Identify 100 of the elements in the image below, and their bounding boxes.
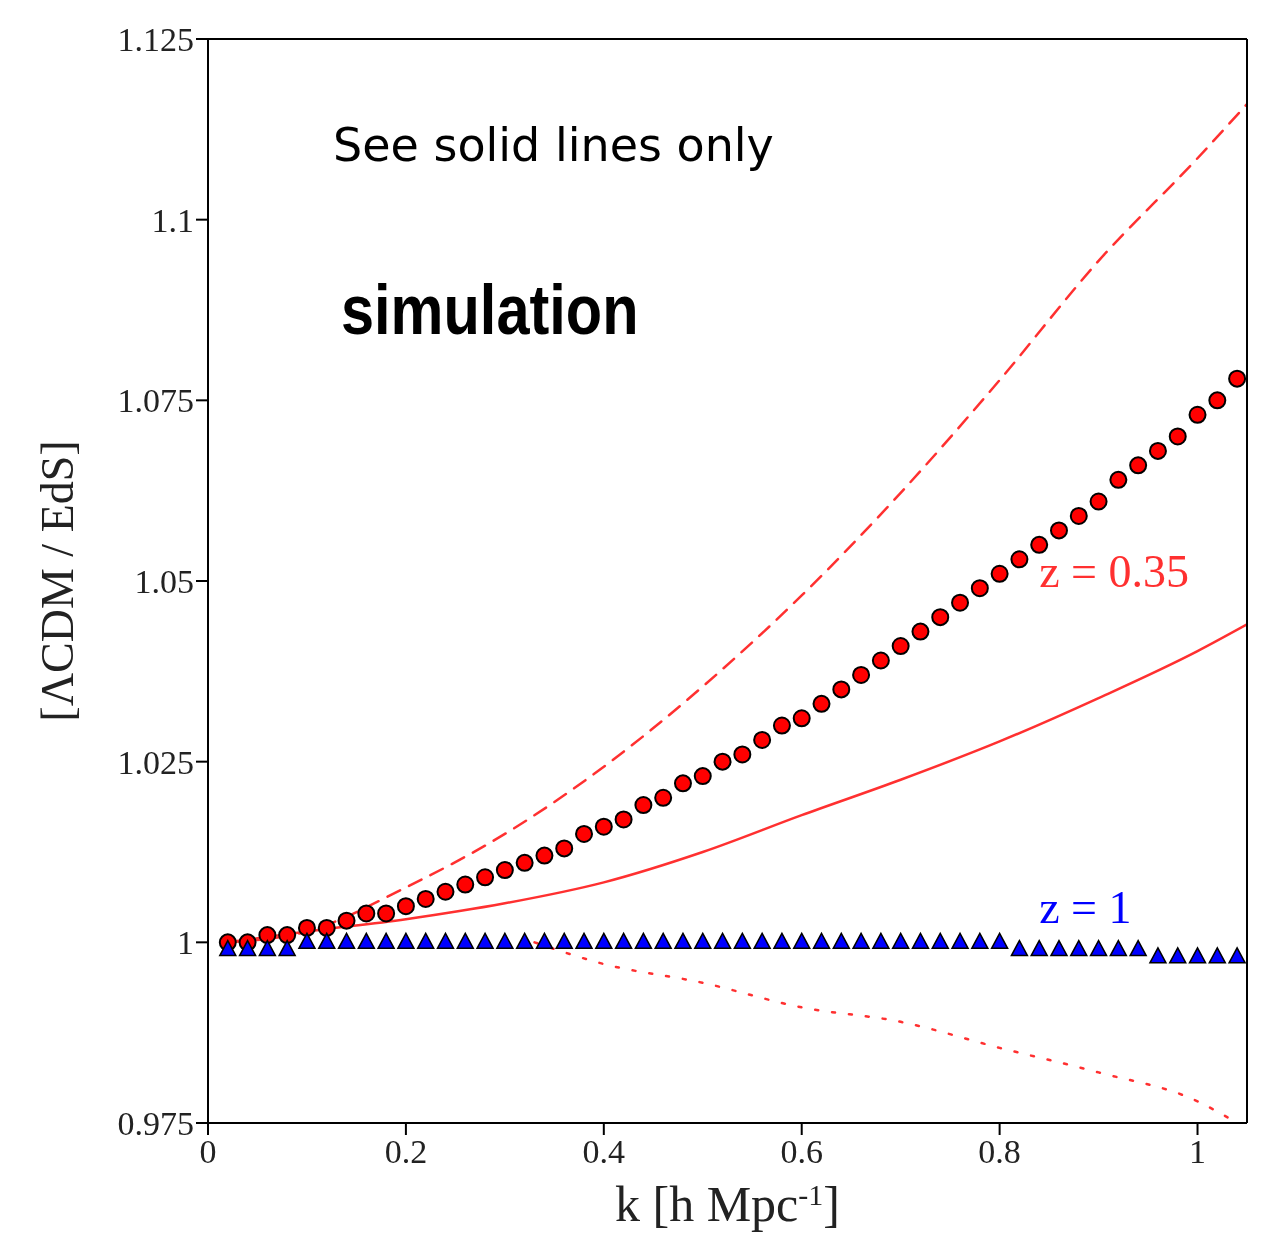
point — [852, 665, 871, 684]
y-tick-label: 1.125 — [117, 21, 194, 59]
point — [1188, 405, 1207, 424]
point — [278, 926, 297, 945]
point — [1149, 947, 1167, 964]
point — [1168, 947, 1187, 964]
x-tick-label: 0.4 — [582, 1133, 626, 1171]
point — [674, 932, 692, 950]
point — [832, 932, 851, 950]
point — [654, 932, 672, 950]
point — [456, 875, 475, 894]
point — [278, 939, 296, 957]
point — [357, 932, 376, 950]
point — [1148, 441, 1167, 460]
point — [772, 716, 791, 735]
point — [733, 745, 752, 764]
y-tick-label: 1.025 — [117, 743, 194, 781]
point — [1010, 550, 1029, 569]
y-tick-label: 0.975 — [117, 1105, 194, 1143]
point — [634, 796, 653, 815]
point — [1070, 939, 1088, 957]
point — [634, 932, 653, 950]
point — [673, 774, 692, 793]
x-tick-label: 0.6 — [780, 1133, 823, 1171]
point — [515, 853, 534, 872]
x-tick-label: 0.8 — [978, 1133, 1021, 1171]
point — [594, 817, 613, 836]
point — [377, 932, 395, 950]
point — [219, 939, 237, 957]
point — [1010, 939, 1029, 957]
point — [515, 932, 534, 950]
point — [792, 932, 811, 950]
point — [397, 932, 415, 950]
point — [496, 932, 514, 950]
y-axis-title: [ΛCDM / EdS] — [32, 440, 83, 722]
annotation: simulation — [341, 270, 639, 350]
point — [1030, 535, 1049, 554]
point — [931, 608, 950, 627]
point — [614, 810, 633, 829]
point — [951, 932, 969, 950]
point — [693, 767, 712, 786]
point — [377, 904, 396, 923]
point — [298, 932, 316, 950]
point — [436, 882, 455, 901]
point — [753, 932, 771, 950]
point — [614, 932, 633, 950]
y-tick-label: 1.075 — [117, 382, 194, 420]
point — [1129, 456, 1148, 475]
point — [337, 911, 356, 930]
point — [396, 897, 415, 916]
y-tick-label: 1.05 — [134, 563, 194, 601]
point — [258, 939, 277, 957]
point — [258, 926, 277, 945]
point — [971, 932, 989, 950]
point — [812, 932, 831, 950]
point — [555, 932, 573, 950]
point — [694, 932, 712, 950]
point — [1109, 470, 1128, 489]
point — [357, 904, 376, 923]
point — [891, 932, 910, 950]
point — [575, 932, 593, 950]
y-tick-label: 1 — [177, 924, 194, 962]
point — [832, 680, 851, 699]
point — [436, 932, 455, 950]
point — [733, 932, 752, 950]
x-axis-title: k [h Mpc$^{-1}$] — [615, 1176, 840, 1232]
x-tick-label: 1 — [1189, 1133, 1207, 1171]
point — [970, 579, 989, 598]
point — [1188, 947, 1207, 964]
point — [1208, 947, 1227, 964]
point — [812, 694, 831, 713]
point — [1208, 391, 1227, 410]
annotation: See solid lines only — [333, 118, 774, 172]
point — [1030, 939, 1048, 957]
point — [297, 918, 316, 937]
point — [713, 752, 732, 771]
point — [1050, 939, 1068, 957]
point — [1089, 492, 1108, 511]
point — [595, 932, 613, 950]
point — [891, 637, 910, 656]
point — [317, 932, 336, 950]
y-tick-label: 1.1 — [151, 201, 194, 239]
point — [871, 651, 890, 670]
point — [911, 932, 930, 950]
point — [654, 788, 673, 807]
point — [476, 868, 495, 887]
point — [773, 932, 791, 950]
point — [1109, 939, 1128, 957]
point — [990, 564, 1009, 583]
point — [931, 932, 949, 950]
point — [337, 932, 356, 950]
point — [1129, 939, 1147, 957]
point — [416, 889, 435, 908]
point — [1168, 427, 1187, 446]
point — [1228, 947, 1246, 964]
annotation: z = 1 — [1039, 880, 1132, 934]
point — [951, 593, 970, 612]
point — [1228, 369, 1247, 388]
x-tick-label: 0 — [199, 1133, 217, 1171]
point — [1049, 521, 1068, 540]
